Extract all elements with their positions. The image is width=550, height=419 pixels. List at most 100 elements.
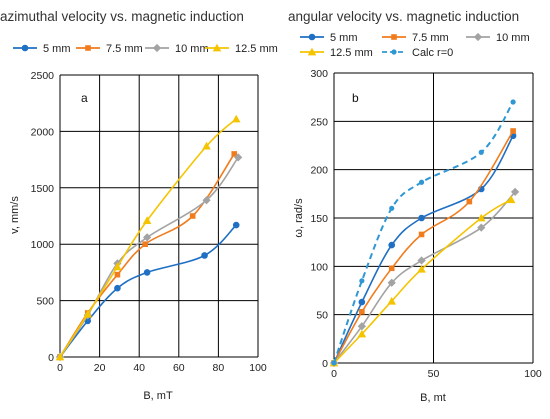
legend-label: Calc r=0 xyxy=(412,47,453,59)
data-point-7-5-mm xyxy=(114,271,121,278)
legend-label: 12.5 mm xyxy=(330,47,373,59)
legend-item-10-mm: 10 mm xyxy=(466,32,530,44)
data-point-7-5-mm xyxy=(231,151,238,157)
data-point-10-mm xyxy=(234,153,243,162)
chart-azimuthal-velocity: azimuthal velocity vs. magnetic inductio… xyxy=(0,9,278,402)
chart-b-title: angular velocity vs. magnetic induction xyxy=(288,9,519,24)
legend-swatch-marker xyxy=(152,43,162,53)
x-tick-label: 80 xyxy=(213,362,225,374)
data-point-12-5-mm xyxy=(202,141,211,150)
chart-b-y-axis-label: ω, rad/s xyxy=(293,198,305,238)
data-point-12-5-mm xyxy=(231,114,241,123)
chart-b-x-ticks: 0 50 100 xyxy=(331,368,542,380)
x-tick-label: 100 xyxy=(524,368,542,380)
data-point-5-mm xyxy=(201,252,208,259)
data-point-calc-r-0 xyxy=(510,99,516,105)
y-tick-label: 2500 xyxy=(31,70,55,82)
x-tick-label: 0 xyxy=(57,362,63,374)
series-12-5-mm xyxy=(55,114,241,361)
x-tick-label: 20 xyxy=(94,362,106,374)
y-tick-label: 300 xyxy=(310,68,328,80)
data-point-5-mm xyxy=(114,284,121,292)
data-point-7-5-mm xyxy=(142,241,148,248)
y-tick-label: 200 xyxy=(310,165,328,177)
legend-item-5-mm: 5 mm xyxy=(300,32,358,44)
data-point-5-mm xyxy=(143,269,151,276)
chart-b-legend: 5 mm 7.5 mm 10 mm 12.5 mm Calc r=0 xyxy=(300,32,530,59)
data-point-12-5-mm xyxy=(55,352,65,361)
data-point-calc-r-0 xyxy=(359,278,365,284)
chart-a-y-axis-label: v, mm/s xyxy=(9,196,21,234)
y-tick-label: 250 xyxy=(310,116,328,128)
data-point-5-mm xyxy=(232,221,240,229)
series-line-10-mm xyxy=(333,191,516,364)
x-tick-label: 0 xyxy=(331,368,337,380)
legend-item-7-5-mm: 7.5 mm xyxy=(382,32,449,44)
data-point-7-5-mm xyxy=(388,265,395,272)
x-tick-label: 40 xyxy=(133,362,145,374)
chart-b-panel-label: b xyxy=(352,91,359,105)
data-point-12-5-mm xyxy=(113,262,122,271)
legend-swatch-marker xyxy=(85,45,91,51)
y-tick-label: 2000 xyxy=(31,126,55,138)
series-calc-r-0 xyxy=(331,99,516,366)
data-point-10-mm xyxy=(417,256,426,265)
legend-item-calc-r-0: Calc r=0 xyxy=(382,47,453,59)
data-point-12-5-mm xyxy=(387,296,396,305)
chart-a-panel-label: a xyxy=(81,91,88,105)
data-point-7-5-mm xyxy=(189,213,196,219)
chart-a-x-axis-label: B, mT xyxy=(143,390,173,402)
chart-angular-velocity: angular velocity vs. magnetic induction … xyxy=(288,9,542,404)
legend-item-5-mm: 5 mm xyxy=(13,43,71,55)
legend-label: 10 mm xyxy=(175,43,209,55)
x-tick-label: 100 xyxy=(249,362,267,374)
legend-swatch-marker xyxy=(212,43,222,52)
data-point-calc-r-0 xyxy=(478,149,484,155)
legend-item-10-mm: 10 mm xyxy=(145,43,209,55)
chart-b-series xyxy=(329,99,520,368)
data-point-10-mm xyxy=(510,187,520,197)
y-tick-label: 50 xyxy=(316,310,328,322)
legend-label: 7.5 mm xyxy=(106,43,143,55)
data-point-5-mm xyxy=(388,241,396,249)
chart-a-y-ticks: 0 500 1000 1500 2000 2500 xyxy=(31,70,55,364)
chart-a-title: azimuthal velocity vs. magnetic inductio… xyxy=(0,9,244,24)
legend-item-7-5-mm: 7.5 mm xyxy=(76,43,143,55)
legend-item-12-5-mm: 12.5 mm xyxy=(205,43,278,55)
data-point-12-5-mm xyxy=(142,216,152,224)
data-point-10-mm xyxy=(142,233,152,242)
data-point-calc-r-0 xyxy=(418,179,425,185)
legend-swatch-marker xyxy=(308,33,316,41)
legend-label: 10 mm xyxy=(496,32,530,44)
y-tick-label: 0 xyxy=(322,358,328,370)
chart-a-legend: 5 mm 7.5 mm 10 mm 12.5 mm xyxy=(13,43,278,55)
chart-b-x-axis-label: B, mt xyxy=(420,392,446,404)
chart-b-y-ticks: 0 50 100 150 200 250 300 xyxy=(310,68,328,370)
chart-a-series xyxy=(55,114,243,362)
data-point-7-5-mm xyxy=(418,231,425,238)
data-point-10-mm xyxy=(357,322,366,331)
y-tick-label: 0 xyxy=(48,352,54,364)
x-tick-label: 50 xyxy=(428,368,440,380)
data-point-12-5-mm xyxy=(83,309,93,318)
data-point-10-mm xyxy=(477,223,486,232)
chart-a-grid xyxy=(59,74,259,358)
legend-item-12-5-mm: 12.5 mm xyxy=(300,47,373,59)
data-point-12-5-mm xyxy=(417,264,426,273)
y-tick-label: 100 xyxy=(310,261,328,273)
legend-swatch-marker xyxy=(391,34,397,40)
data-point-10-mm xyxy=(387,278,396,287)
data-point-5-mm xyxy=(418,214,425,222)
data-point-10-mm xyxy=(202,196,211,205)
series-line-5-mm xyxy=(59,224,237,358)
y-tick-label: 1000 xyxy=(31,239,55,251)
series-12-5-mm xyxy=(329,195,516,367)
data-point-12-5-mm xyxy=(476,213,486,222)
data-point-12-5-mm xyxy=(506,195,516,204)
data-point-calc-r-0 xyxy=(331,360,337,366)
legend-label: 7.5 mm xyxy=(412,32,449,44)
chart-a-x-ticks: 0 20 40 60 80 100 xyxy=(57,362,267,374)
data-point-calc-r-0 xyxy=(389,205,395,211)
